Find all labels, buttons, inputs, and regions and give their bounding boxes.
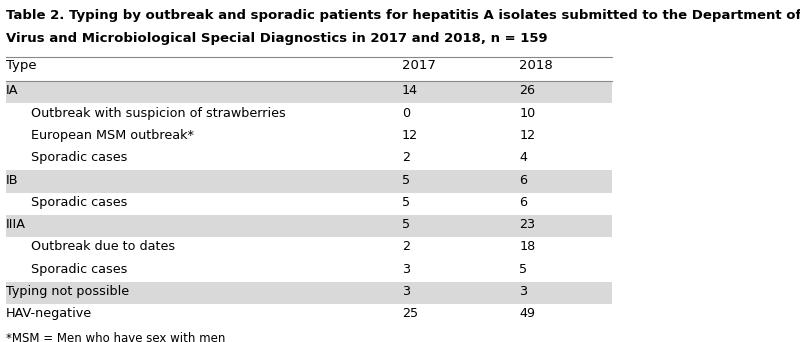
Text: 2: 2 [402, 240, 410, 253]
Text: IIIA: IIIA [6, 218, 26, 231]
Text: 49: 49 [519, 307, 535, 320]
FancyBboxPatch shape [6, 170, 612, 193]
Text: *MSM = Men who have sex with men: *MSM = Men who have sex with men [6, 332, 226, 342]
FancyBboxPatch shape [6, 237, 612, 259]
FancyBboxPatch shape [6, 148, 612, 170]
Text: 3: 3 [519, 285, 528, 298]
Text: 5: 5 [402, 196, 410, 209]
Text: 2018: 2018 [519, 59, 554, 72]
Text: Sporadic cases: Sporadic cases [31, 196, 127, 209]
Text: 26: 26 [519, 84, 535, 97]
Text: IA: IA [6, 84, 18, 97]
FancyBboxPatch shape [6, 304, 612, 326]
FancyBboxPatch shape [6, 193, 612, 215]
Text: 18: 18 [519, 240, 536, 253]
FancyBboxPatch shape [6, 126, 612, 148]
Text: 12: 12 [402, 129, 418, 142]
Text: European MSM outbreak*: European MSM outbreak* [31, 129, 194, 142]
Text: Type: Type [6, 59, 37, 72]
Text: 2017: 2017 [402, 59, 436, 72]
Text: 4: 4 [519, 151, 527, 164]
Text: 5: 5 [519, 263, 528, 276]
Text: Outbreak with suspicion of strawberries: Outbreak with suspicion of strawberries [31, 107, 286, 120]
Text: Outbreak due to dates: Outbreak due to dates [31, 240, 175, 253]
FancyBboxPatch shape [6, 282, 612, 304]
Text: 25: 25 [402, 307, 418, 320]
Text: 6: 6 [519, 174, 527, 187]
Text: 2: 2 [402, 151, 410, 164]
Text: 3: 3 [402, 285, 410, 298]
Text: HAV-negative: HAV-negative [6, 307, 92, 320]
FancyBboxPatch shape [6, 81, 612, 103]
Text: 5: 5 [402, 218, 410, 231]
FancyBboxPatch shape [6, 215, 612, 237]
Text: 0: 0 [402, 107, 410, 120]
Text: Sporadic cases: Sporadic cases [31, 151, 127, 164]
Text: 10: 10 [519, 107, 536, 120]
FancyBboxPatch shape [6, 103, 612, 126]
Text: 6: 6 [519, 196, 527, 209]
Text: 12: 12 [519, 129, 536, 142]
Text: 14: 14 [402, 84, 418, 97]
FancyBboxPatch shape [6, 259, 612, 282]
Text: Sporadic cases: Sporadic cases [31, 263, 127, 276]
Text: IB: IB [6, 174, 18, 187]
Text: 23: 23 [519, 218, 536, 231]
Text: 5: 5 [402, 174, 410, 187]
Text: Table 2. Typing by outbreak and sporadic patients for hepatitis A isolates submi: Table 2. Typing by outbreak and sporadic… [6, 9, 800, 22]
Text: Typing not possible: Typing not possible [6, 285, 130, 298]
Text: Virus and Microbiological Special Diagnostics in 2017 and 2018, n = 159: Virus and Microbiological Special Diagno… [6, 32, 548, 45]
Text: 3: 3 [402, 263, 410, 276]
